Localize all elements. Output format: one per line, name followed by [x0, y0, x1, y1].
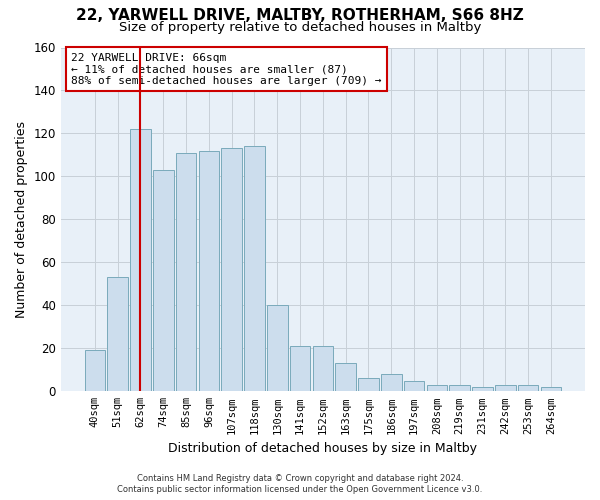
Bar: [290, 346, 310, 392]
Bar: [495, 385, 515, 392]
Bar: [313, 346, 333, 392]
Text: Contains HM Land Registry data © Crown copyright and database right 2024.
Contai: Contains HM Land Registry data © Crown c…: [118, 474, 482, 494]
Bar: [130, 129, 151, 392]
Bar: [267, 306, 287, 392]
Bar: [153, 170, 173, 392]
Bar: [358, 378, 379, 392]
Bar: [176, 153, 196, 392]
Bar: [107, 278, 128, 392]
Bar: [449, 385, 470, 392]
Bar: [427, 385, 447, 392]
Bar: [541, 387, 561, 392]
Text: 22 YARWELL DRIVE: 66sqm
← 11% of detached houses are smaller (87)
88% of semi-de: 22 YARWELL DRIVE: 66sqm ← 11% of detache…: [71, 52, 382, 86]
Bar: [518, 385, 538, 392]
Bar: [85, 350, 105, 392]
Bar: [335, 364, 356, 392]
Y-axis label: Number of detached properties: Number of detached properties: [15, 121, 28, 318]
Text: 22, YARWELL DRIVE, MALTBY, ROTHERHAM, S66 8HZ: 22, YARWELL DRIVE, MALTBY, ROTHERHAM, S6…: [76, 8, 524, 22]
Bar: [472, 387, 493, 392]
X-axis label: Distribution of detached houses by size in Maltby: Distribution of detached houses by size …: [169, 442, 478, 455]
Bar: [244, 146, 265, 392]
Bar: [404, 380, 424, 392]
Bar: [199, 150, 219, 392]
Bar: [221, 148, 242, 392]
Bar: [381, 374, 401, 392]
Text: Size of property relative to detached houses in Maltby: Size of property relative to detached ho…: [119, 21, 481, 34]
